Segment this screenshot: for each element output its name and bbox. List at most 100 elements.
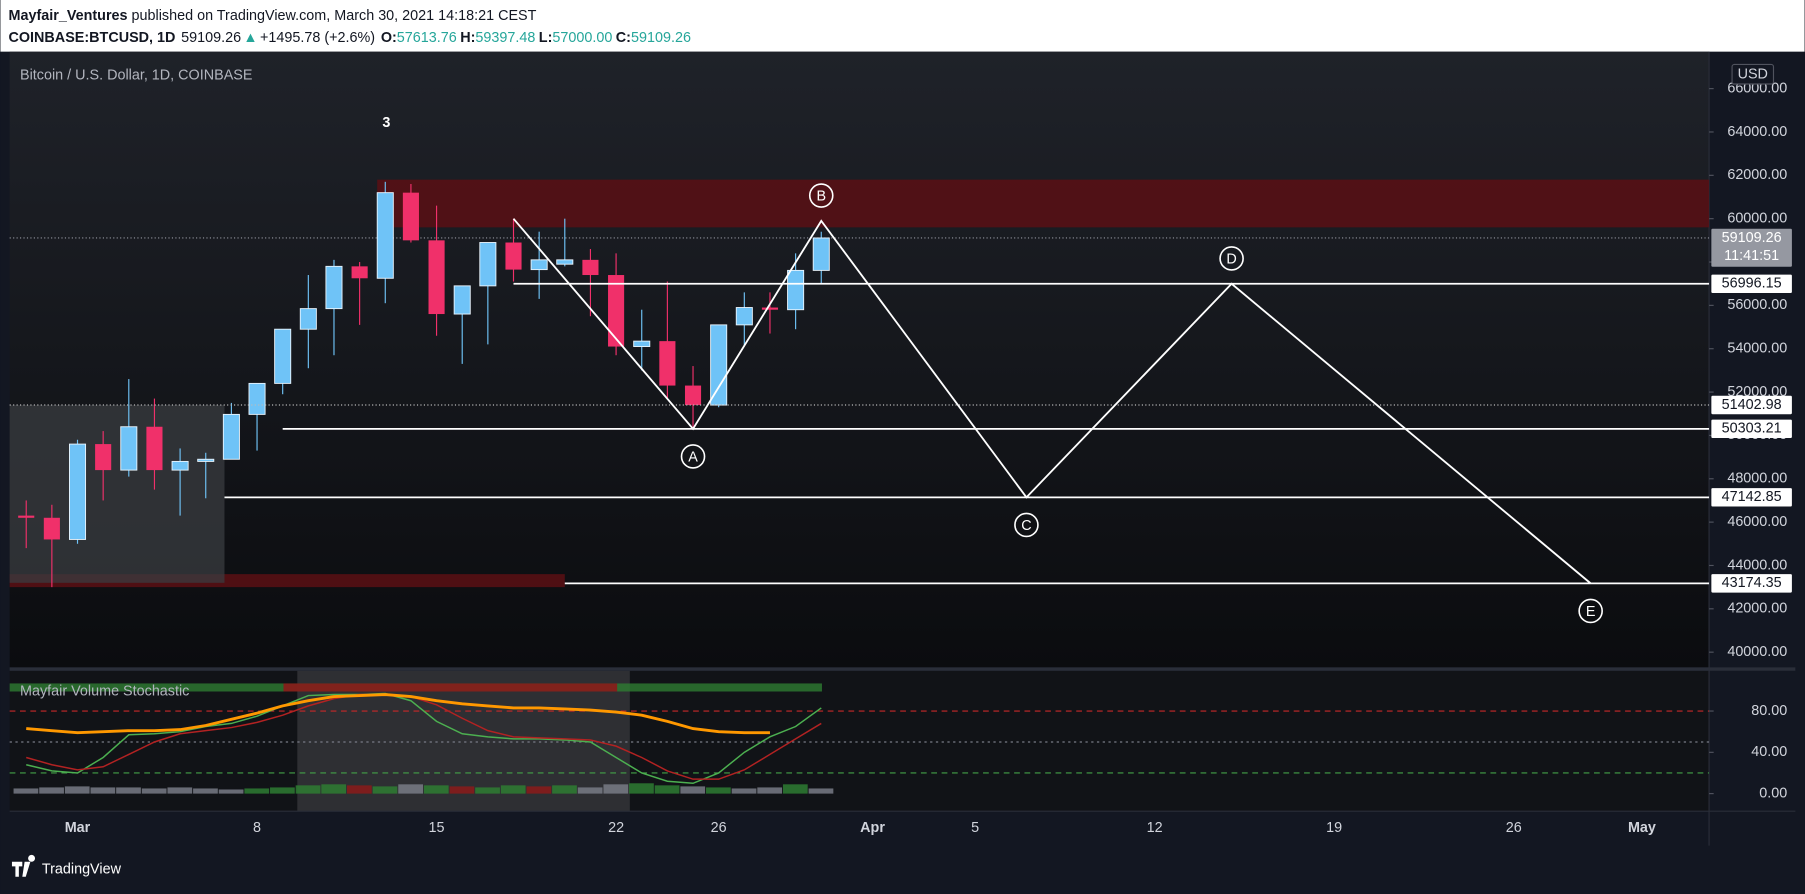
- y-tick-label: 42000.00: [1727, 601, 1787, 617]
- o-label: O:: [381, 30, 397, 46]
- candle-body: [402, 192, 419, 241]
- wave-marker: [680, 444, 706, 469]
- candle-body: [710, 324, 728, 406]
- author: Mayfair_Ventures: [9, 8, 128, 24]
- y-tick-label: 64000.00: [1727, 124, 1787, 140]
- volume-bar: [218, 789, 244, 794]
- wave-marker: [808, 183, 834, 208]
- volume-bar: [141, 788, 167, 794]
- volume-bar: [757, 787, 783, 794]
- y-tick-label: 80.00: [1751, 703, 1787, 719]
- level-label-box: [1711, 395, 1792, 415]
- volume-bar: [13, 788, 39, 794]
- currency: USD: [1738, 67, 1768, 83]
- candle-body: [684, 385, 702, 406]
- candle-body: [351, 266, 368, 279]
- wave-marker: [1219, 246, 1244, 271]
- volume-bar: [398, 784, 423, 794]
- volume-bar: [423, 785, 449, 794]
- volume-bar: [654, 785, 680, 794]
- candle-body: [248, 382, 266, 415]
- candle-body: [453, 285, 471, 315]
- candle-body: [325, 265, 343, 310]
- published: published on TradingView.com, March 30, …: [128, 8, 537, 24]
- y-tick-label: 0.00: [1759, 785, 1787, 801]
- volume-bar: [808, 788, 834, 794]
- volume-bar: [680, 786, 706, 794]
- volume-bar: [706, 787, 731, 794]
- candle-body: [479, 242, 497, 287]
- candle-body: [299, 308, 317, 330]
- candle-body: [787, 269, 805, 311]
- level-label: 56996.15: [1722, 276, 1782, 292]
- volume-bar: [500, 785, 526, 794]
- volume-bar: [321, 784, 347, 794]
- candle-body: [274, 328, 292, 384]
- candle-body: [505, 242, 522, 270]
- candle-body: [68, 443, 87, 540]
- change: +1495.78 (+2.6%): [260, 30, 375, 46]
- volume-bar: [552, 785, 577, 794]
- series-line: [26, 692, 822, 785]
- candle-body: [171, 460, 189, 471]
- volume-bar: [629, 783, 654, 794]
- volume-bar: [116, 787, 141, 794]
- candle-body: [146, 426, 163, 471]
- brand-logo: [11, 854, 36, 877]
- x-tick-label: 22: [608, 820, 624, 836]
- candle-body: [222, 413, 240, 460]
- h: 59397.48: [475, 30, 535, 46]
- series-line: [26, 693, 770, 735]
- y-tick-label: 56000.00: [1727, 297, 1787, 313]
- price-pane: [9, 51, 1710, 668]
- x-tick-label: 8: [253, 820, 261, 836]
- x-tick-label: 15: [429, 820, 445, 836]
- c-label: C:: [616, 30, 631, 46]
- zone: [377, 179, 1710, 228]
- y-tick-label: 62000.00: [1727, 167, 1787, 183]
- last-price-label: 59109.26: [1722, 230, 1782, 246]
- y-tick-label: 46000.00: [1727, 514, 1787, 530]
- y-tick-label: 54000.00: [1727, 341, 1787, 357]
- candle-body: [735, 307, 753, 326]
- volume-bar: [346, 785, 372, 794]
- level-label: 50303.21: [1722, 421, 1782, 437]
- y-tick-label: 48000.00: [1727, 471, 1787, 487]
- h-label: H:: [460, 30, 475, 46]
- x-tick-label: 5: [971, 820, 979, 836]
- volume-bar: [526, 786, 552, 794]
- x-tick-label: Apr: [860, 820, 885, 836]
- wave-label: C: [1021, 518, 1031, 534]
- candle-body: [530, 259, 548, 271]
- level-label-box: [1711, 274, 1792, 293]
- header-line: Mayfair_Ventures published on TradingVie…: [9, 8, 537, 24]
- candle-body: [376, 192, 394, 279]
- x-tick-label: 26: [711, 820, 727, 836]
- volume-bar: [449, 786, 475, 794]
- volume-bar: [577, 787, 603, 794]
- volume-bar: [193, 788, 218, 794]
- chart-content: 40000.00 42000.00 44000.00 46000.00 48000.00…: [9, 63, 1792, 836]
- candle-body: [633, 340, 651, 348]
- level-label: 43174.35: [1722, 575, 1782, 591]
- x-tick-label: Mar: [65, 820, 91, 836]
- candle-body: [608, 275, 625, 347]
- y-tick-label: 44000.00: [1727, 557, 1787, 573]
- candle-body: [95, 444, 112, 471]
- level-label: 47142.85: [1722, 489, 1782, 505]
- candle-body: [761, 307, 779, 310]
- last-price-box: [1711, 228, 1792, 267]
- candle-body: [659, 341, 676, 386]
- x-tick-label: 19: [1326, 820, 1342, 836]
- candle-body: [582, 259, 599, 276]
- last: 59109.26: [181, 30, 241, 46]
- indicator-title: Mayfair Volume Stochastic: [20, 683, 189, 699]
- candle-body: [120, 426, 138, 471]
- candle-body: [556, 259, 574, 265]
- candle-body: [18, 515, 35, 518]
- volume-bar: [64, 786, 90, 794]
- symbol: COINBASE:BTCUSD, 1D: [9, 30, 176, 46]
- wave-label: D: [1226, 251, 1236, 267]
- candle-body: [428, 240, 445, 315]
